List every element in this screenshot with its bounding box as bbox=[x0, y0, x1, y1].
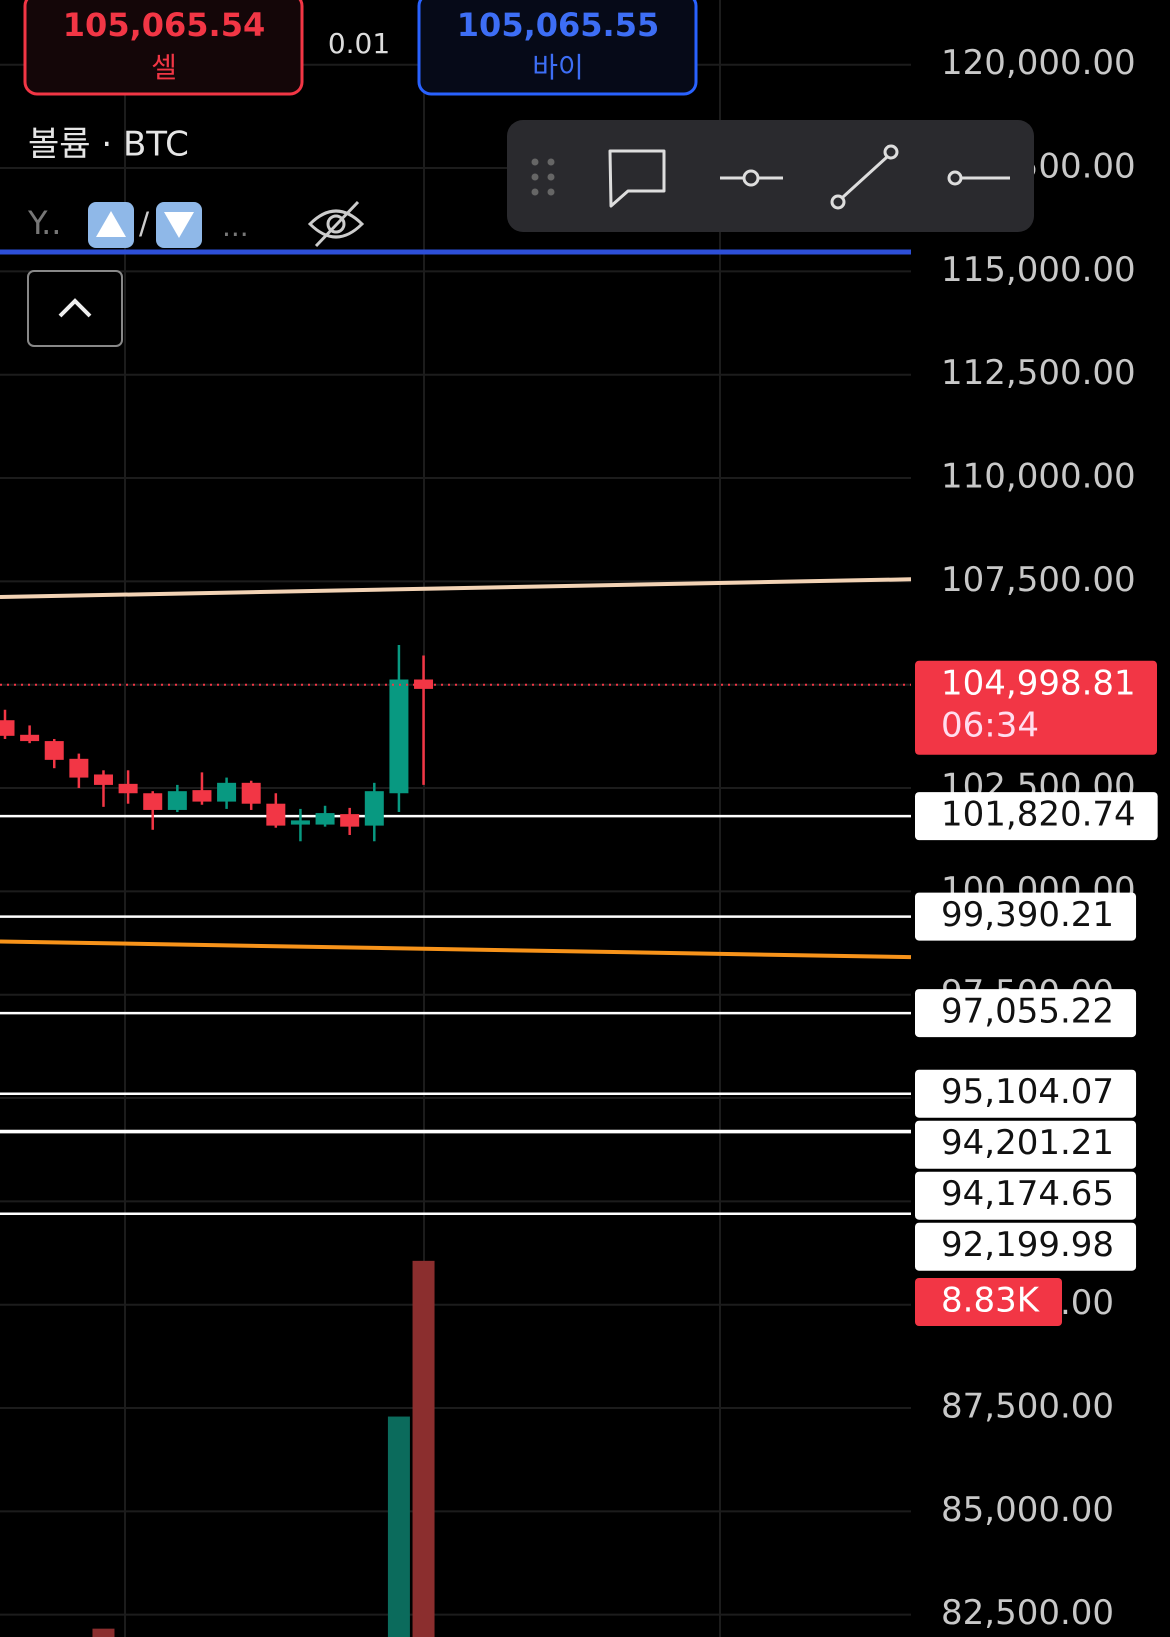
candle-body bbox=[69, 758, 89, 778]
candle-body bbox=[192, 790, 212, 802]
level-badge bbox=[915, 892, 1137, 941]
ray-tool[interactable] bbox=[947, 170, 1010, 186]
sell-button[interactable]: 105,065.54 셀 bbox=[23, 0, 304, 96]
candle-body bbox=[143, 793, 163, 810]
level-label: 94,201.21 bbox=[941, 1123, 1114, 1163]
sell-box bbox=[23, 0, 304, 96]
candle-body bbox=[217, 782, 237, 802]
level-label: 92,199.98 bbox=[941, 1225, 1114, 1265]
trend-line bbox=[0, 577, 912, 600]
level-label: 99,390.21 bbox=[941, 895, 1114, 935]
chevron-up bbox=[58, 298, 92, 318]
candle-body bbox=[93, 774, 113, 785]
buy-button[interactable]: 105,065.55 바이 bbox=[417, 0, 698, 96]
level-badge bbox=[915, 1069, 1137, 1118]
slash: / bbox=[139, 207, 150, 242]
up-button[interactable] bbox=[88, 202, 134, 248]
indicator-title: 볼륨 · BTC bbox=[28, 125, 189, 165]
up-icon bbox=[96, 211, 126, 237]
volume-label: 8.83K bbox=[941, 1281, 1041, 1321]
down-button[interactable] bbox=[156, 202, 202, 248]
indicator-name: Y.. bbox=[27, 204, 61, 242]
comment-tool[interactable] bbox=[608, 149, 666, 208]
volume-bar bbox=[387, 1416, 410, 1637]
hide-toggle[interactable] bbox=[307, 200, 365, 248]
candle-body bbox=[167, 791, 187, 810]
level-label: 94,174.65 bbox=[941, 1174, 1114, 1214]
candle-body bbox=[241, 782, 261, 804]
sell-label: 셀 bbox=[151, 51, 177, 84]
current-price-label: 104,998.81 bbox=[941, 663, 1136, 703]
candle-body bbox=[414, 679, 434, 689]
collapse-box bbox=[27, 270, 123, 347]
y-tick-label: 110,000.00 bbox=[941, 457, 1136, 497]
candle-body bbox=[340, 814, 360, 827]
y-tick-label: 107,500.00 bbox=[941, 560, 1136, 600]
current-price-badge bbox=[915, 660, 1157, 755]
level-badge bbox=[915, 1171, 1137, 1220]
candle-body bbox=[389, 679, 409, 794]
candle-body bbox=[290, 820, 310, 825]
horizontal-line-tool[interactable] bbox=[720, 169, 783, 187]
buy-label: 바이 bbox=[532, 51, 584, 84]
level-badge bbox=[915, 792, 1158, 841]
drawing-toolbar bbox=[507, 120, 1034, 232]
lot-size[interactable]: 0.01 bbox=[328, 27, 390, 60]
down-icon bbox=[164, 212, 194, 238]
candle-body bbox=[364, 791, 384, 826]
y-tick-label: 85,000.00 bbox=[941, 1490, 1114, 1530]
drag-handle[interactable] bbox=[531, 158, 555, 196]
y-tick-label: 120,000.00 bbox=[941, 43, 1136, 83]
trend-line bbox=[0, 939, 912, 960]
level-badge bbox=[915, 1120, 1137, 1169]
buy-price: 105,065.55 bbox=[457, 6, 659, 44]
level-label: 101,820.74 bbox=[941, 795, 1136, 835]
level-label: 95,104.07 bbox=[941, 1072, 1114, 1112]
candle-body bbox=[44, 741, 64, 760]
candle-body bbox=[315, 813, 335, 825]
candle-body bbox=[118, 783, 138, 794]
toolbar-bg bbox=[507, 120, 1034, 232]
volume-badge bbox=[915, 1278, 1062, 1326]
y-tick-label: 82,500.00 bbox=[941, 1593, 1114, 1633]
trend-line-tool[interactable] bbox=[830, 144, 899, 210]
y-tick-label: 112,500.00 bbox=[941, 353, 1136, 393]
buy-box bbox=[417, 0, 698, 96]
sell-price: 105,065.54 bbox=[63, 6, 265, 44]
level-badge bbox=[915, 989, 1137, 1038]
candle-body bbox=[0, 720, 15, 736]
level-badge bbox=[915, 1222, 1137, 1271]
volume-bar bbox=[412, 1260, 435, 1637]
countdown: 06:34 bbox=[941, 705, 1039, 745]
y-tick-label: 115,000.00 bbox=[941, 250, 1136, 290]
collapse-button[interactable] bbox=[27, 270, 123, 347]
volume-bar bbox=[92, 1628, 115, 1637]
level-label: 97,055.22 bbox=[941, 992, 1114, 1032]
more[interactable]: ... bbox=[222, 210, 249, 243]
candle-body bbox=[266, 803, 286, 826]
eye-pupil bbox=[326, 214, 346, 234]
y-tick-label: 87,500.00 bbox=[941, 1387, 1114, 1427]
candle-body bbox=[20, 734, 40, 742]
eye-slash bbox=[314, 200, 360, 248]
